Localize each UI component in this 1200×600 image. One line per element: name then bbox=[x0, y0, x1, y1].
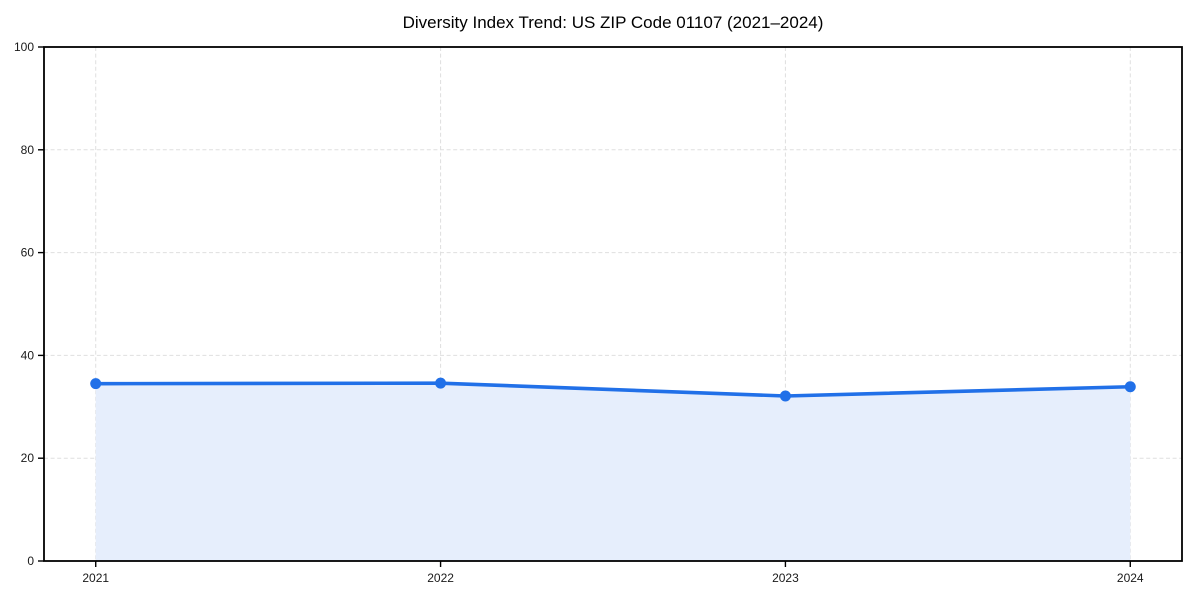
y-tick-label: 80 bbox=[21, 143, 35, 157]
y-tick-label: 100 bbox=[14, 40, 34, 54]
y-tick-label: 60 bbox=[21, 246, 35, 260]
x-tick-label: 2022 bbox=[427, 571, 454, 585]
chart-title: Diversity Index Trend: US ZIP Code 01107… bbox=[402, 13, 824, 32]
x-tick-label: 2024 bbox=[1117, 571, 1144, 585]
plot-border bbox=[43, 46, 1183, 562]
data-point-2021 bbox=[90, 378, 102, 390]
area-fill bbox=[95, 383, 1131, 561]
data-point-2023 bbox=[779, 390, 791, 402]
x-tick-label: 2023 bbox=[772, 571, 799, 585]
y-tick-label: 0 bbox=[27, 554, 34, 568]
trend-line bbox=[93, 381, 1133, 398]
y-tick-label: 20 bbox=[21, 451, 35, 465]
data-point-2022 bbox=[435, 377, 447, 389]
data-point-2024 bbox=[1124, 381, 1136, 393]
x-tick-label: 2021 bbox=[82, 571, 109, 585]
y-tick-label: 40 bbox=[21, 348, 35, 362]
